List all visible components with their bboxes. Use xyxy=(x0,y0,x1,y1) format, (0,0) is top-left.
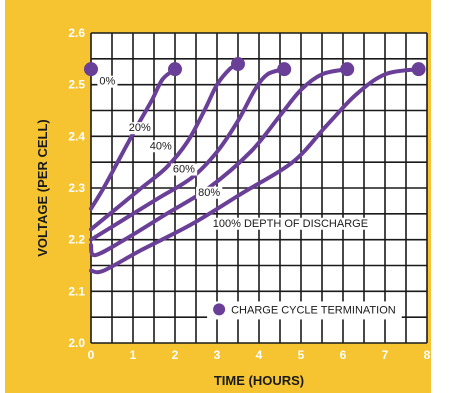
x-tick-label: 7 xyxy=(382,348,389,362)
series-label-background xyxy=(170,163,198,176)
y-tick-label: 2.1 xyxy=(68,284,85,298)
y-axis-title: VOLTAGE (PER CELL) xyxy=(35,119,50,256)
y-tick-label: 2.3 xyxy=(68,181,85,195)
series-label: 100% DEPTH OF DISCHARGE xyxy=(213,218,368,230)
series-line xyxy=(89,67,287,242)
series-label: 60% xyxy=(173,164,195,176)
y-tick-label: 2.2 xyxy=(68,233,85,247)
series-label-background xyxy=(147,140,175,153)
legend-background xyxy=(207,301,402,320)
series-label-background xyxy=(126,122,154,135)
tick-labels: 2.0 2.1 2.2 2.3 2.4 2.5 2.6 0 1 2 3 4 5 6 7 8 xyxy=(68,26,430,362)
x-tick-label: 0 xyxy=(88,348,95,362)
x-tick-label: 6 xyxy=(340,348,347,362)
x-tick-label: 5 xyxy=(298,348,305,362)
legend: CHARGE CYCLE TERMINATION xyxy=(207,301,402,320)
series-label-background xyxy=(97,75,118,88)
series-line xyxy=(89,67,421,275)
legend-marker xyxy=(213,303,226,316)
x-tick-label: 3 xyxy=(214,348,221,362)
series-label: 40% xyxy=(150,140,172,152)
termination-marker xyxy=(411,62,426,77)
termination-marker xyxy=(340,62,355,77)
termination-marker xyxy=(84,62,98,77)
x-tick-label: 8 xyxy=(424,348,431,362)
series-label: 0% xyxy=(99,76,115,88)
y-tick-label: 2.5 xyxy=(68,78,85,92)
series-label: 80% xyxy=(198,187,220,199)
series-line xyxy=(89,67,350,258)
termination-marker xyxy=(277,62,292,77)
y-tick-label: 2.4 xyxy=(68,129,85,143)
x-tick-label: 1 xyxy=(130,348,137,362)
series-line xyxy=(89,62,240,232)
series-lines xyxy=(89,62,421,275)
series-labels: 0% 20% 40%60%80% 100% DEPTH OF DISCHARGE xyxy=(97,75,371,230)
y-tick-label: 2.6 xyxy=(68,26,85,40)
termination-marker xyxy=(168,62,182,77)
x-tick-label: 2 xyxy=(172,348,179,362)
x-axis-title: TIME (HOURS) xyxy=(214,373,304,388)
x-tick-label: 4 xyxy=(256,348,263,362)
termination-marker xyxy=(231,57,245,71)
series-label-background xyxy=(196,186,223,199)
series-label: 20% xyxy=(129,122,151,134)
legend-label: CHARGE CYCLE TERMINATION xyxy=(231,304,396,316)
termination-markers xyxy=(84,57,426,77)
series-label-background xyxy=(210,217,371,230)
y-tick-label: 2.0 xyxy=(68,336,85,350)
